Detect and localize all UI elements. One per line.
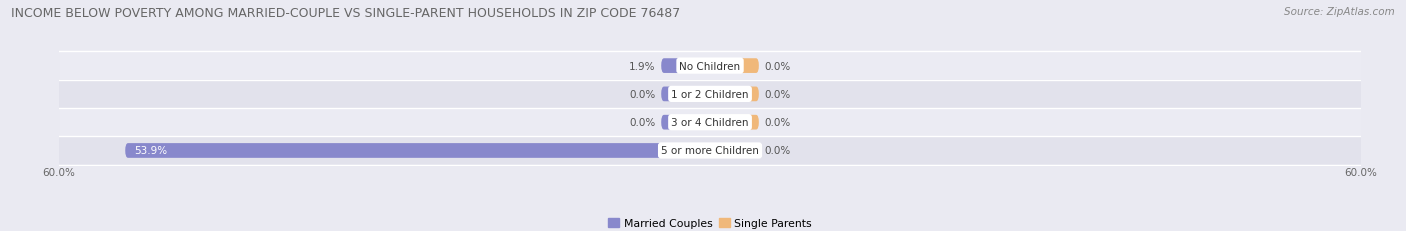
- FancyBboxPatch shape: [661, 87, 710, 102]
- FancyBboxPatch shape: [710, 143, 759, 158]
- Text: 0.0%: 0.0%: [765, 89, 790, 100]
- Text: 3 or 4 Children: 3 or 4 Children: [671, 118, 749, 128]
- Text: 53.9%: 53.9%: [134, 146, 167, 156]
- FancyBboxPatch shape: [661, 115, 710, 130]
- Legend: Married Couples, Single Parents: Married Couples, Single Parents: [605, 214, 815, 231]
- FancyBboxPatch shape: [59, 137, 1361, 165]
- FancyBboxPatch shape: [661, 59, 710, 74]
- FancyBboxPatch shape: [125, 143, 710, 158]
- Text: No Children: No Children: [679, 61, 741, 71]
- FancyBboxPatch shape: [710, 87, 759, 102]
- FancyBboxPatch shape: [710, 115, 759, 130]
- Text: 5 or more Children: 5 or more Children: [661, 146, 759, 156]
- FancyBboxPatch shape: [59, 52, 1361, 80]
- Text: 0.0%: 0.0%: [765, 146, 790, 156]
- Text: 1 or 2 Children: 1 or 2 Children: [671, 89, 749, 100]
- FancyBboxPatch shape: [59, 80, 1361, 109]
- Text: 0.0%: 0.0%: [630, 89, 655, 100]
- Text: 0.0%: 0.0%: [630, 118, 655, 128]
- Text: INCOME BELOW POVERTY AMONG MARRIED-COUPLE VS SINGLE-PARENT HOUSEHOLDS IN ZIP COD: INCOME BELOW POVERTY AMONG MARRIED-COUPL…: [11, 7, 681, 20]
- Text: 0.0%: 0.0%: [765, 61, 790, 71]
- Text: 0.0%: 0.0%: [765, 118, 790, 128]
- FancyBboxPatch shape: [710, 59, 759, 74]
- Text: Source: ZipAtlas.com: Source: ZipAtlas.com: [1284, 7, 1395, 17]
- FancyBboxPatch shape: [59, 109, 1361, 137]
- Text: 1.9%: 1.9%: [630, 61, 655, 71]
